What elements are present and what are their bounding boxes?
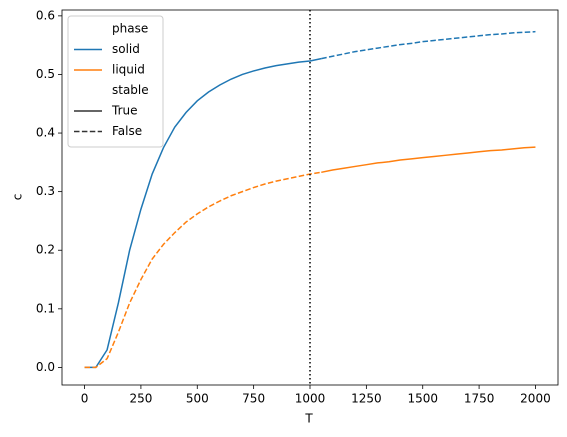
y-tick-label: 0.4	[36, 126, 55, 140]
y-tick-label: 0.6	[36, 8, 55, 22]
x-tick-label: 750	[242, 392, 265, 406]
legend-title: phase	[112, 22, 148, 36]
y-tick-label: 0.3	[36, 184, 55, 198]
legend-label: False	[112, 124, 142, 138]
x-tick-label: 2000	[520, 392, 551, 406]
series-line	[84, 171, 322, 369]
x-tick-label: 0	[81, 392, 89, 406]
y-tick-label: 0.2	[36, 243, 55, 257]
legend-label: liquid	[112, 63, 145, 77]
legend-label: True	[111, 104, 138, 118]
y-tick-label: 0.0	[36, 360, 55, 374]
series-line	[84, 57, 322, 369]
legend-label: solid	[112, 42, 140, 56]
y-tick-label: 0.5	[36, 67, 55, 81]
x-tick-label: 250	[129, 392, 152, 406]
axes-frame	[61, 9, 559, 386]
x-tick-label: 1250	[351, 392, 382, 406]
y-tick-label: 0.1	[36, 301, 55, 315]
x-tick-label: 1500	[407, 392, 438, 406]
series-line	[321, 146, 536, 174]
x-axis-label: T	[304, 412, 313, 426]
legend-title: stable	[112, 83, 149, 97]
x-tick-label: 1000	[295, 392, 326, 406]
x-tick-label: 1750	[464, 392, 495, 406]
y-axis-label: c	[11, 194, 25, 201]
x-tick-label: 500	[186, 392, 209, 406]
series-line	[321, 30, 536, 60]
